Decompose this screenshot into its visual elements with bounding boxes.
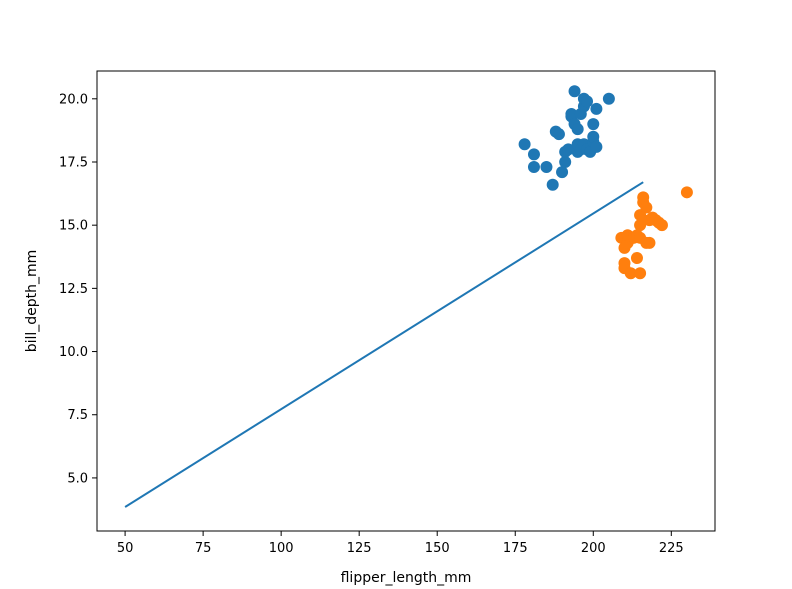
x-tick-label: 175 [503, 541, 528, 556]
data-point-series-1 [540, 161, 553, 174]
trend-line [124, 181, 644, 508]
y-axis: 5.0 7.5 10.0 12.5 15.0 17.5 20.0 [59, 92, 97, 486]
data-point-series-1 [590, 102, 603, 115]
data-point-series-1 [527, 161, 540, 174]
data-point-series-1 [556, 166, 569, 179]
data-point-series-1 [552, 128, 565, 141]
x-tick-label: 150 [425, 541, 450, 556]
x-axis: 50 75 100 125 150 175 200 225 [117, 531, 684, 556]
data-point-series-2 [655, 219, 668, 232]
data-point-series-1 [602, 92, 615, 105]
data-point-series-1 [587, 130, 600, 143]
data-point-series-2 [640, 201, 653, 214]
y-tick-label: 15.0 [59, 219, 88, 234]
x-tick-label: 200 [581, 541, 606, 556]
plot-content [124, 85, 693, 508]
x-tick-label: 75 [195, 541, 212, 556]
data-point-series-1 [559, 155, 572, 168]
data-point-series-2 [637, 191, 650, 204]
x-tick-label: 125 [347, 541, 372, 556]
data-point-series-1 [518, 138, 531, 151]
data-point-series-1 [587, 118, 600, 131]
data-point-series-2 [680, 186, 693, 199]
plot-frame [96, 70, 716, 532]
y-tick-label: 10.0 [59, 345, 88, 360]
x-tick-label: 100 [269, 541, 294, 556]
y-tick-label: 12.5 [59, 282, 88, 297]
data-point-series-2 [643, 236, 656, 249]
data-point-series-1 [546, 178, 559, 191]
data-point-series-1 [527, 148, 540, 161]
y-tick-label: 20.0 [59, 92, 88, 107]
x-tick-label: 225 [659, 541, 684, 556]
data-point-series-2 [624, 267, 637, 280]
data-point-series-1 [590, 140, 603, 153]
y-tick-label: 17.5 [59, 155, 88, 170]
data-point-series-1 [568, 85, 581, 98]
y-tick-label: 5.0 [67, 471, 88, 486]
data-point-series-2 [630, 252, 643, 265]
x-tick-label: 50 [117, 541, 134, 556]
y-axis-title: bill_depth_mm [24, 250, 40, 353]
x-axis-title: flipper_length_mm [341, 570, 472, 586]
data-point-series-1 [571, 123, 584, 136]
data-point-series-1 [565, 107, 578, 120]
data-point-series-1 [581, 95, 594, 108]
data-point-series-1 [562, 143, 575, 156]
data-point-series-2 [634, 267, 647, 280]
y-tick-label: 7.5 [67, 408, 88, 423]
